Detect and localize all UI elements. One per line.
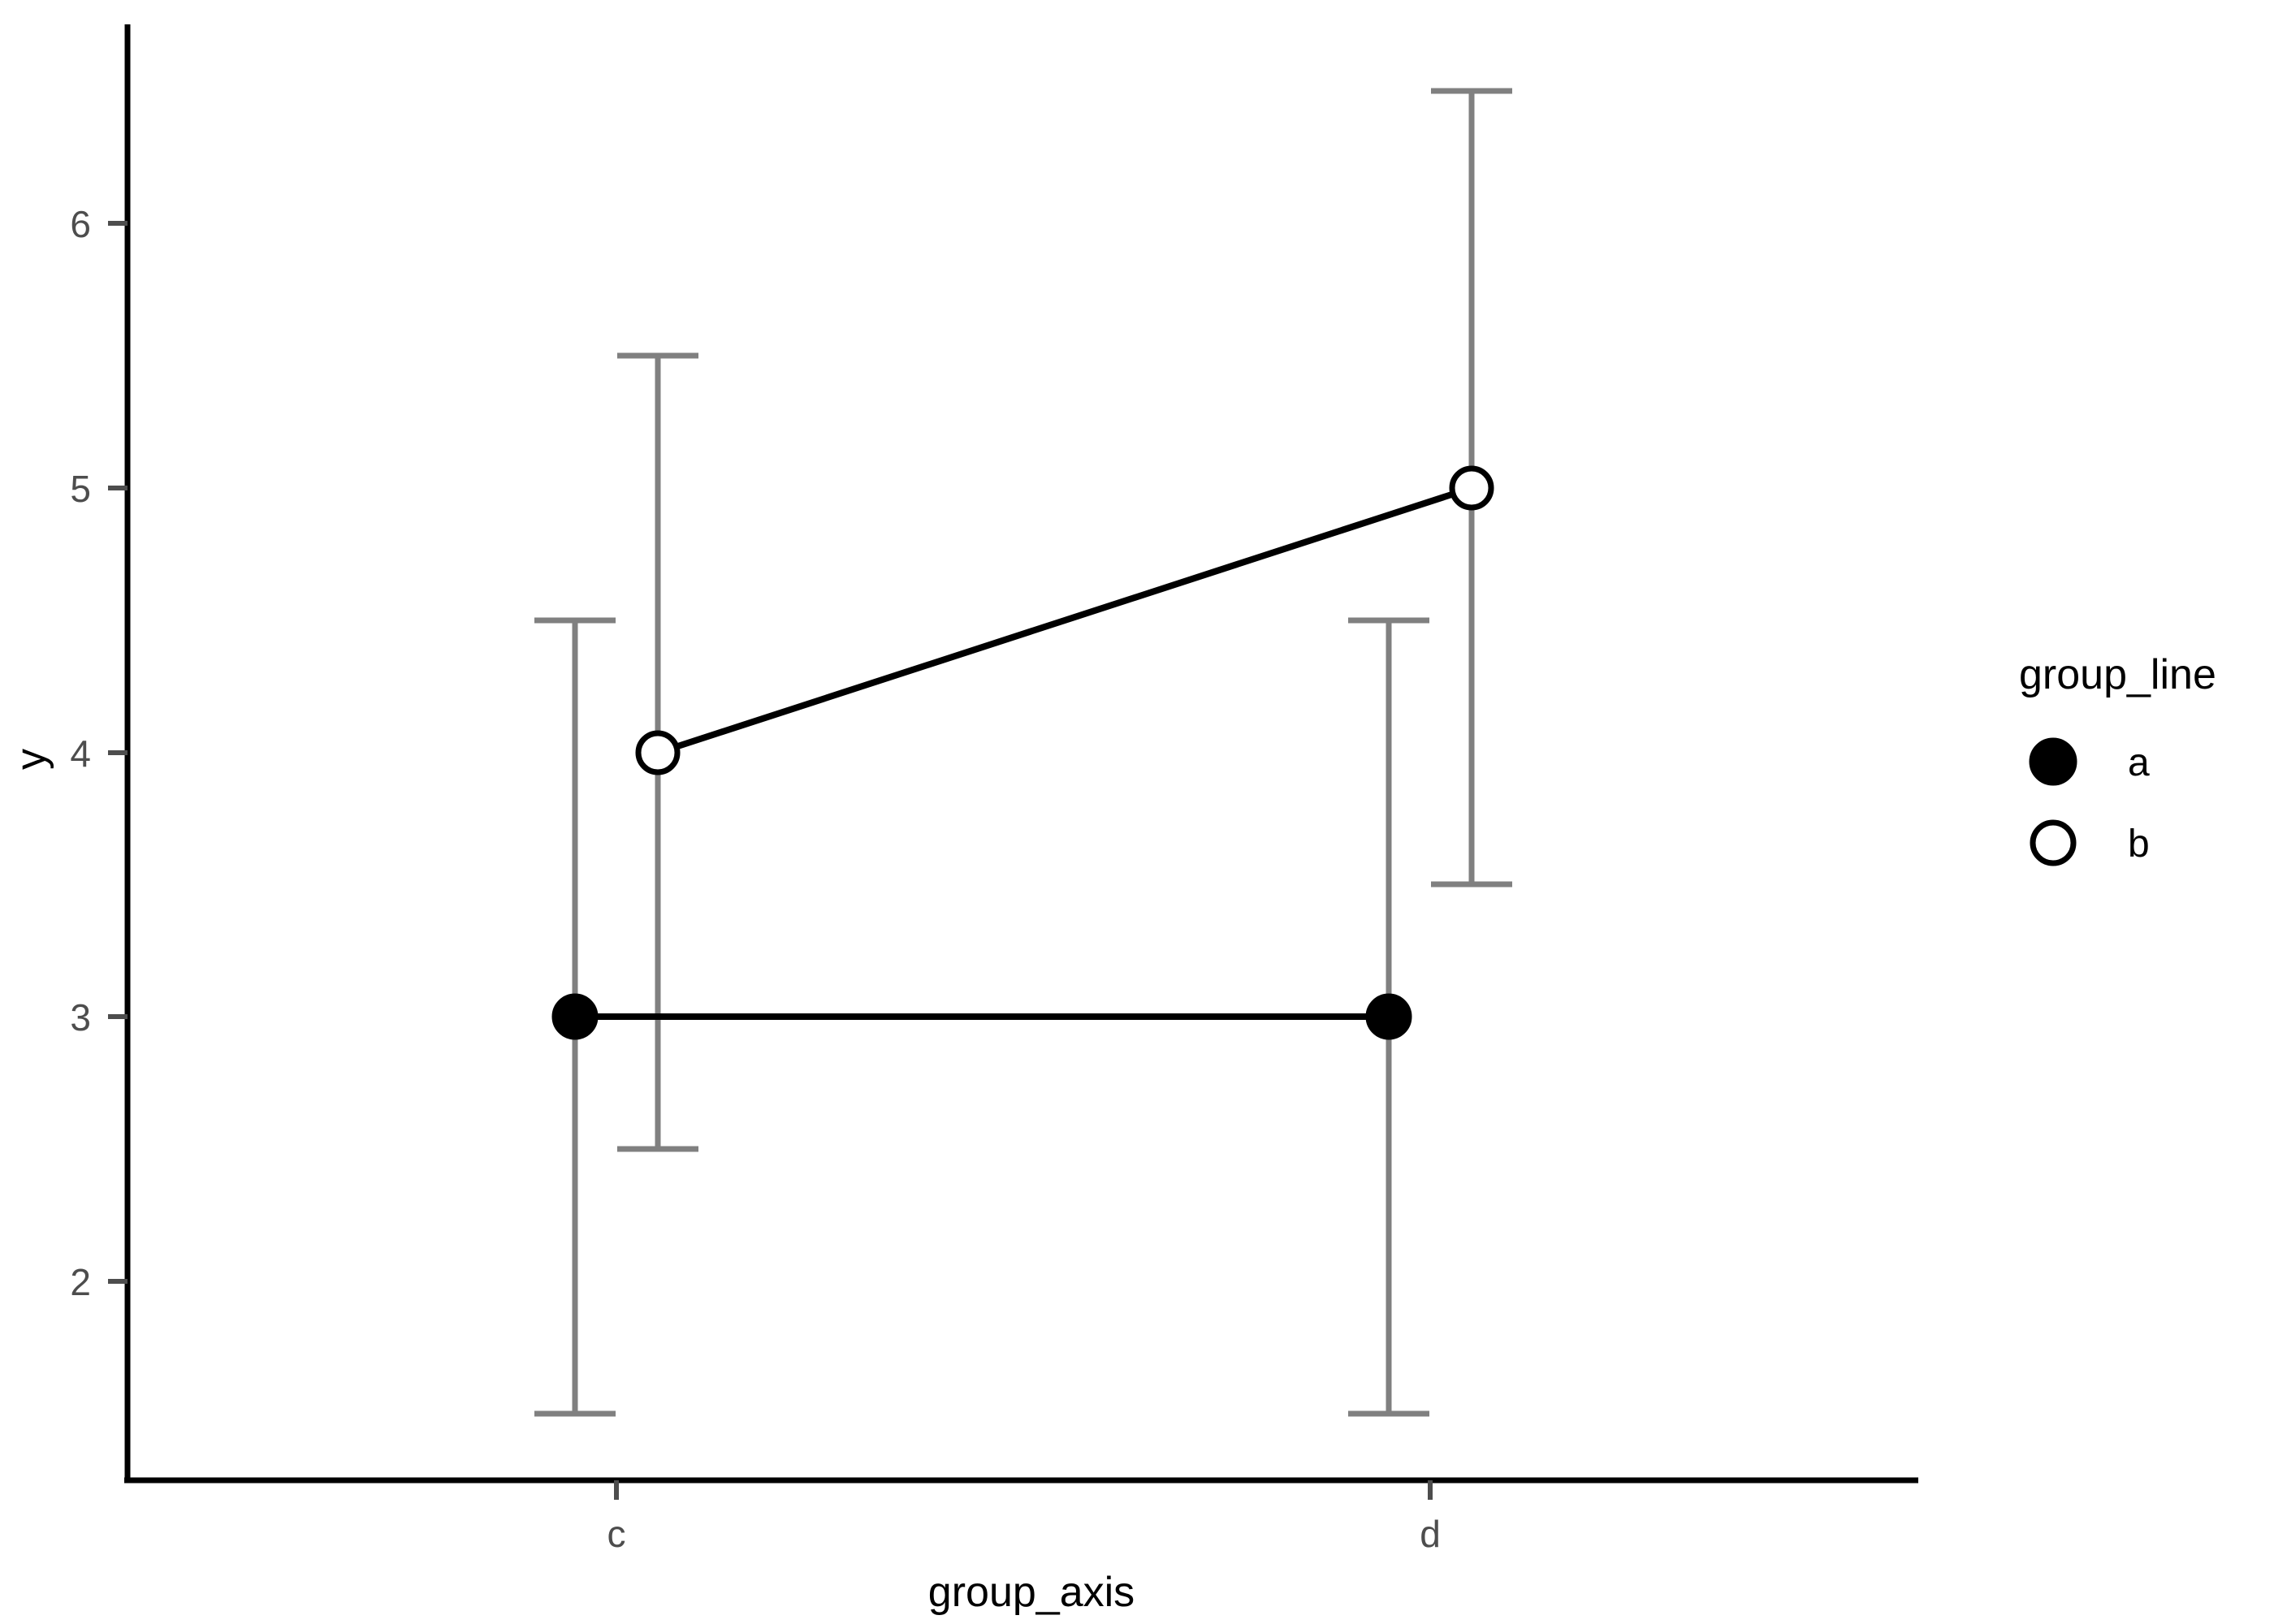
y-axis-title: y xyxy=(7,749,54,770)
y-tick-label-5: 5 xyxy=(70,468,91,510)
legend-label-a: a xyxy=(2128,741,2150,784)
x-axis-tick-labels: c d xyxy=(607,1513,1441,1555)
legend-marker-open-circle-icon xyxy=(2030,819,2077,866)
data-point-b-d[interactable] xyxy=(1449,465,1494,511)
legend-title: group_line xyxy=(2019,651,2216,698)
x-tick-label-c: c xyxy=(607,1513,626,1555)
y-tick-label-6: 6 xyxy=(70,203,91,245)
y-tick-label-4: 4 xyxy=(70,732,91,775)
y-tick-label-3: 3 xyxy=(70,996,91,1039)
panel-background xyxy=(128,24,1918,1480)
axes-group: 2 3 4 5 6 c d group_axis y xyxy=(7,24,1918,1616)
legend-label-b: b xyxy=(2128,823,2150,866)
x-tick-label-d: d xyxy=(1420,1513,1441,1555)
x-axis-title: group_axis xyxy=(928,1569,1135,1616)
y-tick-label-2: 2 xyxy=(70,1261,91,1303)
series-line-b xyxy=(656,485,1473,756)
data-points-group xyxy=(551,465,1494,1040)
legend-item-b[interactable]: b xyxy=(2030,819,2150,866)
data-point-b-c[interactable] xyxy=(635,730,681,775)
data-point-a-d[interactable] xyxy=(1365,993,1412,1040)
legend-marker-filled-circle-icon xyxy=(2029,737,2077,786)
legend: group_line a b xyxy=(2019,651,2216,866)
data-point-a-c[interactable] xyxy=(551,993,599,1040)
x-axis-ticks xyxy=(614,1480,1433,1500)
series-lines-group xyxy=(575,485,1473,1020)
y-axis-ticks xyxy=(108,221,128,1284)
y-axis-tick-labels: 2 3 4 5 6 xyxy=(70,203,91,1303)
legend-item-a[interactable]: a xyxy=(2029,737,2150,786)
